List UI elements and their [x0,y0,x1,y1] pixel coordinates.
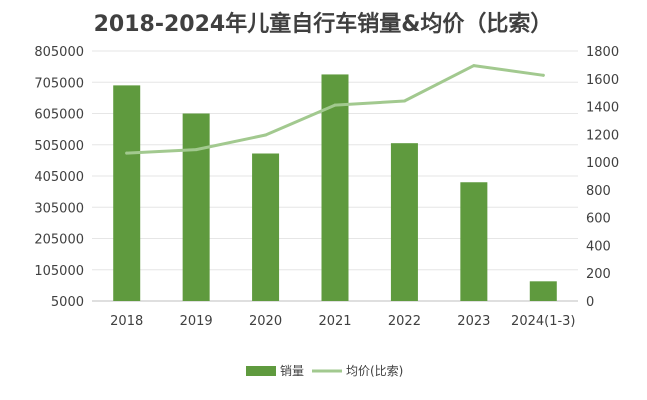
x-tick-label: 2019 [180,314,213,329]
legend-label-bar: 销量 [280,364,304,378]
x-tick-label: 2021 [318,314,351,329]
y-left-tick-label: 105000 [34,264,84,279]
y-right-tick-label: 1000 [586,156,619,171]
line-point-2022 [402,99,406,103]
bar-series [113,74,557,301]
y-left-tick-label: 5000 [51,295,84,310]
x-tick-label: 2020 [249,314,282,329]
y-right-tick-label: 1200 [586,128,619,143]
y-right-tick-label: 1600 [586,73,619,88]
line-point-2020 [264,133,268,137]
y-left-tick-label: 505000 [34,139,84,154]
legend-label-line: 均价(比索) [346,364,403,378]
legend-swatch-bar [246,366,276,376]
legend: 销量 均价(比索) [246,364,403,378]
y-right-tick-label: 600 [586,212,611,227]
bar-2024(1-3) [529,281,557,301]
y-left-tick-label: 205000 [34,233,84,248]
y-right-tick-label: 400 [586,239,611,254]
line-point-2019 [194,148,198,152]
y-right-tick-label: 200 [586,267,611,282]
y-left-tick-label: 805000 [34,45,84,60]
y-left-tick-label: 605000 [34,108,84,123]
x-tick-label: 2024(1-3) [511,314,575,329]
x-tick-label: 2018 [110,314,143,329]
bar-2020 [252,153,280,301]
y-right-tick-label: 0 [586,295,594,310]
line-point-2018 [125,151,129,155]
chart-title: 2018-2024年儿童自行车销量&均价（比索） [94,11,553,37]
bar-2022 [390,143,418,301]
x-tick-label: 2022 [388,314,421,329]
y-left-tick-label: 705000 [34,76,84,91]
bar-2023 [460,182,488,301]
bar-2018 [113,85,141,301]
y-left-tick-label: 305000 [34,201,84,216]
y-right-tick-label: 1800 [586,45,619,60]
y-right-tick-label: 1400 [586,101,619,116]
line-series [125,64,545,155]
y-right-tick-label: 800 [586,184,611,199]
y-left-tick-label: 405000 [34,170,84,185]
y-axis-right: 0 200 400 600 800 1000 1200 1400 1600 1800 [586,45,619,310]
bar-2019 [182,113,210,301]
x-axis: 2018 2019 2020 2021 2022 2023 2024(1-3) [110,314,575,329]
line-point-2023 [472,64,476,68]
bar-2021 [321,74,349,301]
line-point-2021 [333,103,337,107]
line-point-2024(1-3) [541,73,545,77]
x-tick-label: 2023 [457,314,490,329]
y-axis-left: 5000 105000 205000 305000 405000 505000 605000… [34,45,84,310]
